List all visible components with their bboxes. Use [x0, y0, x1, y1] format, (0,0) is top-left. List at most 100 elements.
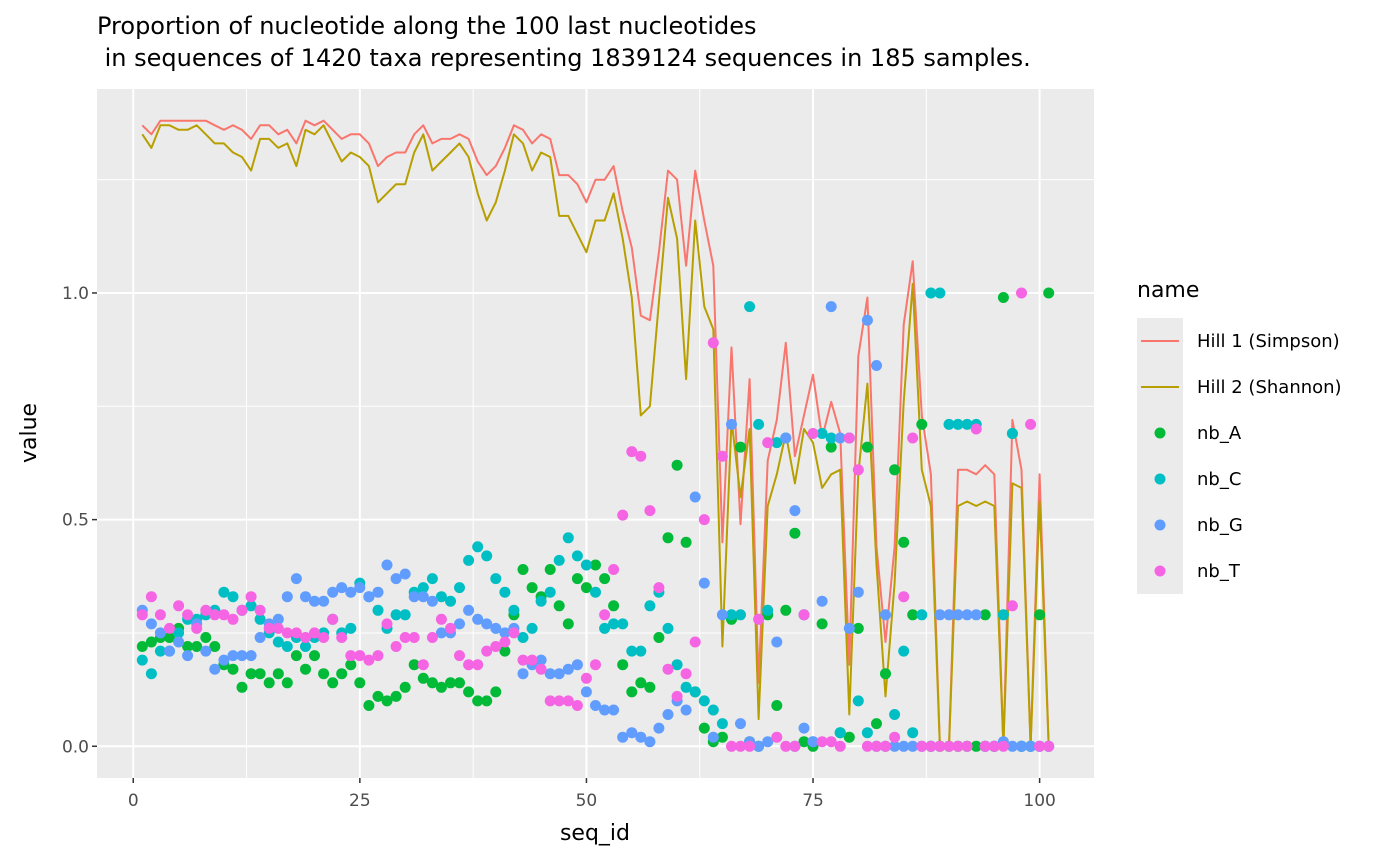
data-point-nb-t: [907, 432, 919, 444]
data-point-nb-a: [399, 681, 411, 693]
data-point-nb-c: [707, 704, 719, 716]
data-point-nb-t: [771, 731, 783, 743]
data-point-nb-t: [970, 423, 982, 435]
data-point-nb-t: [399, 632, 411, 643]
data-point-nb-a: [145, 636, 157, 648]
data-point-nb-c: [861, 727, 873, 739]
y-tick-label: 1.0: [62, 284, 89, 304]
y-tick-label: 0.5: [62, 511, 89, 531]
data-point-nb-g: [825, 301, 837, 313]
data-point-nb-t: [209, 609, 221, 621]
data-point-nb-a: [590, 559, 601, 571]
data-point-nb-c: [825, 432, 837, 444]
data-point-nb-t: [218, 609, 230, 621]
data-point-nb-g: [454, 618, 465, 630]
data-point-nb-t: [544, 695, 556, 707]
data-point-nb-a: [390, 690, 402, 702]
x-axis-title: seq_id: [560, 821, 630, 846]
data-point-nb-g: [345, 586, 357, 598]
data-point-nb-a: [490, 686, 502, 698]
data-point-nb-a: [553, 600, 565, 612]
data-point-nb-g: [780, 432, 792, 444]
data-point-nb-g: [943, 609, 955, 621]
data-point-nb-g: [408, 591, 420, 603]
data-point-nb-g: [843, 622, 855, 634]
data-point-nb-g: [834, 432, 846, 444]
data-point-nb-t: [671, 690, 683, 702]
data-point-nb-g: [644, 736, 656, 748]
data-point-nb-c: [608, 618, 620, 630]
data-point-nb-a: [372, 690, 384, 702]
data-point-nb-g: [907, 740, 919, 752]
data-point-nb-t: [1025, 418, 1037, 430]
data-point-nb-t: [381, 618, 393, 630]
data-point-nb-a: [408, 659, 420, 671]
data-point-nb-t: [997, 740, 1009, 752]
data-point-nb-t: [526, 654, 538, 666]
data-point-nb-g: [1025, 740, 1037, 752]
data-point-nb-c: [571, 550, 583, 562]
data-point-nb-t: [925, 740, 937, 752]
data-point-nb-g: [571, 659, 583, 671]
data-point-nb-g: [653, 722, 665, 734]
data-point-nb-c: [716, 718, 728, 730]
data-point-nb-t: [417, 659, 429, 671]
data-point-nb-a: [454, 677, 465, 689]
data-point-nb-a: [435, 681, 447, 693]
legend-key-nb-g: [1154, 519, 1166, 531]
data-point-nb-t: [635, 450, 647, 462]
data-point-nb-t: [309, 627, 320, 639]
data-point-nb-t: [961, 740, 973, 752]
data-point-nb-a: [499, 645, 511, 657]
data-point-nb-c: [173, 627, 185, 639]
data-point-nb-t: [1006, 600, 1018, 612]
data-point-nb-a: [272, 668, 284, 680]
data-point-nb-g: [970, 609, 982, 621]
data-point-nb-t: [871, 740, 882, 752]
data-point-nb-g: [363, 591, 375, 603]
data-point-nb-t: [834, 740, 846, 752]
data-point-nb-c: [961, 418, 973, 430]
data-point-nb-t: [481, 645, 493, 657]
data-point-nb-c: [934, 287, 946, 299]
data-point-nb-c: [925, 287, 937, 299]
data-point-nb-t: [852, 464, 864, 476]
data-point-nb-g: [689, 491, 701, 503]
data-point-nb-a: [426, 677, 438, 689]
data-point-nb-a: [136, 641, 148, 652]
data-point-nb-g: [535, 654, 547, 666]
data-point-nb-t: [390, 641, 402, 652]
data-point-nb-t: [599, 609, 611, 621]
data-point-nb-t: [726, 740, 737, 752]
data-point-nb-a: [445, 677, 456, 689]
data-point-nb-t: [508, 627, 520, 639]
data-point-nb-t: [861, 740, 873, 752]
data-point-nb-g: [807, 736, 819, 748]
data-point-nb-t: [490, 641, 502, 652]
data-point-nb-a: [871, 718, 882, 730]
data-point-nb-a: [236, 681, 248, 693]
data-point-nb-t: [744, 740, 756, 752]
data-point-nb-c: [481, 550, 493, 562]
data-point-nb-t: [617, 509, 629, 521]
data-point-nb-g: [281, 591, 293, 603]
x-tick-label: 75: [802, 791, 824, 811]
data-point-nb-a: [671, 459, 683, 471]
data-point-nb-g: [753, 740, 765, 752]
data-point-nb-g: [735, 718, 746, 730]
data-point-nb-g: [145, 618, 157, 630]
data-point-nb-g: [880, 609, 891, 621]
data-point-nb-g: [698, 577, 710, 589]
data-point-nb-t: [780, 740, 792, 752]
data-point-nb-t: [327, 613, 339, 625]
data-point-nb-c: [517, 632, 529, 643]
data-point-nb-t: [445, 622, 456, 634]
data-point-nb-t: [825, 736, 837, 748]
data-point-nb-a: [245, 668, 257, 680]
data-point-nb-c: [372, 604, 384, 616]
data-point-nb-a: [263, 677, 275, 689]
data-point-nb-a: [417, 672, 429, 684]
data-point-nb-t: [608, 564, 620, 575]
data-point-nb-t: [426, 632, 438, 643]
data-point-nb-t: [562, 695, 574, 707]
